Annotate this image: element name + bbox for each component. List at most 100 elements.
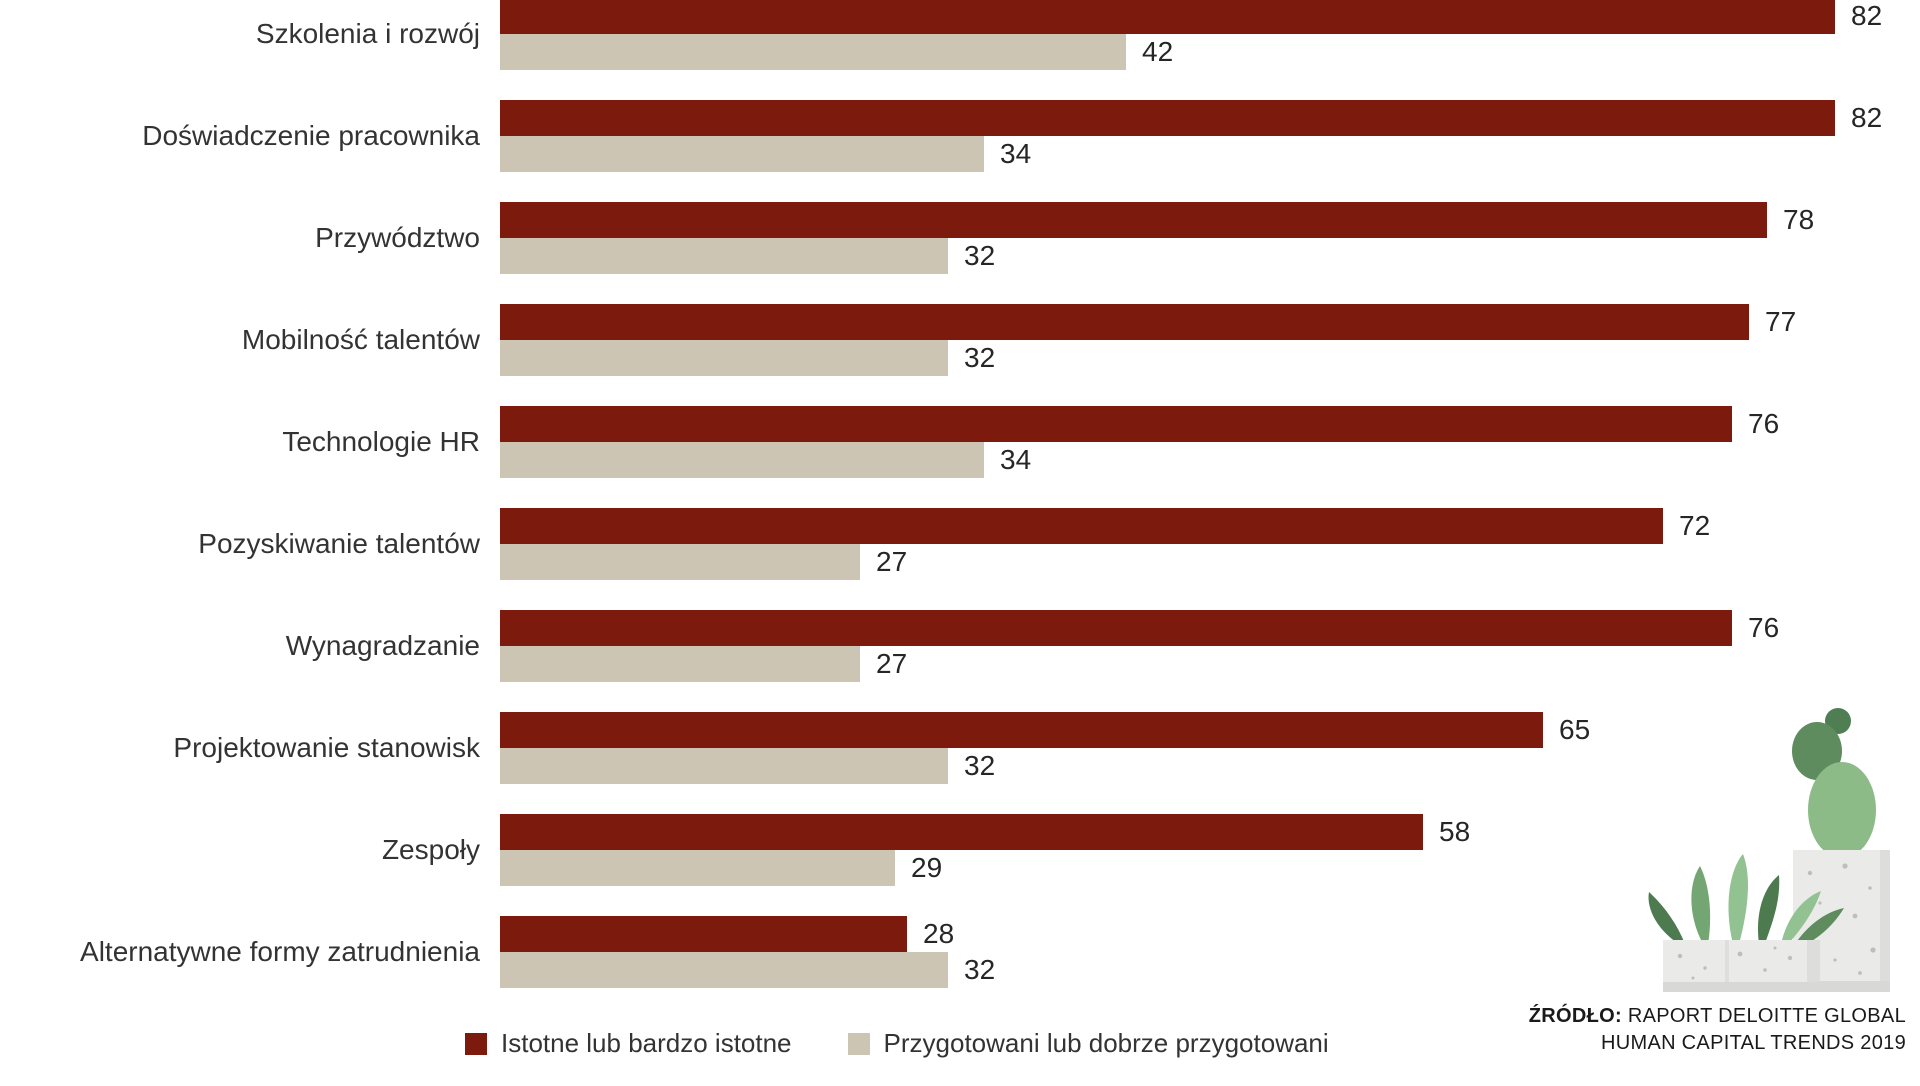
chart-row: Szkolenia i rozwój 82 42 bbox=[0, 0, 1920, 70]
bar-line-primary: 82 bbox=[500, 0, 1920, 34]
value-label: 34 bbox=[1000, 444, 1032, 475]
bar-line-secondary: 27 bbox=[500, 544, 1920, 580]
legend-item-secondary: Przygotowani lub dobrze przygotowani bbox=[847, 1028, 1329, 1059]
category-label: Doświadczenie pracownika bbox=[142, 120, 480, 151]
chart-row: Przywództwo 78 32 bbox=[0, 202, 1920, 274]
chart-row: Zespoły 58 29 bbox=[0, 814, 1920, 886]
source-text-1: RAPORT DELOITTE GLOBAL bbox=[1627, 1005, 1906, 1027]
chart-row: Doświadczenie pracownika 82 34 bbox=[0, 100, 1920, 172]
bar-secondary bbox=[500, 952, 948, 988]
value-label: 32 bbox=[964, 750, 996, 781]
bar-group: 28 32 bbox=[500, 916, 1920, 988]
value-label: 28 bbox=[923, 918, 955, 949]
chart-row: Mobilność talentów 77 32 bbox=[0, 304, 1920, 376]
bar-line-primary: 82 bbox=[500, 100, 1920, 136]
value-label: 29 bbox=[911, 852, 943, 883]
chart-row: Wynagradzanie 76 27 bbox=[0, 610, 1920, 682]
bar-secondary bbox=[500, 238, 948, 274]
chart-row: Pozyskiwanie talentów 72 27 bbox=[0, 508, 1920, 580]
bar-secondary bbox=[500, 442, 984, 478]
bar-primary bbox=[500, 814, 1423, 850]
bar-group: 65 32 bbox=[500, 712, 1920, 784]
bar-line-secondary: 32 bbox=[500, 238, 1920, 274]
bar-primary bbox=[500, 916, 907, 952]
value-label: 34 bbox=[1000, 138, 1032, 169]
bar-primary bbox=[500, 100, 1835, 136]
legend-item-primary: Istotne lub bardzo istotne bbox=[465, 1028, 792, 1059]
value-label: 58 bbox=[1439, 816, 1471, 847]
legend-label-secondary: Przygotowani lub dobrze przygotowani bbox=[883, 1028, 1329, 1058]
value-label: 32 bbox=[964, 342, 996, 373]
category-label: Szkolenia i rozwój bbox=[255, 18, 480, 49]
bar-line-secondary: 42 bbox=[500, 34, 1920, 70]
bar-primary bbox=[500, 406, 1732, 442]
bar-primary bbox=[500, 610, 1732, 646]
chart-row: Technologie HR 76 34 bbox=[0, 406, 1920, 478]
value-label: 72 bbox=[1679, 510, 1711, 541]
bar-line-secondary: 32 bbox=[500, 340, 1920, 376]
bar-line-secondary: 29 bbox=[500, 850, 1920, 886]
value-label: 76 bbox=[1748, 612, 1780, 643]
value-label: 42 bbox=[1142, 36, 1174, 67]
bar-secondary bbox=[500, 136, 984, 172]
bar-line-primary: 72 bbox=[500, 508, 1920, 544]
bar-line-secondary: 27 bbox=[500, 646, 1920, 682]
legend: Istotne lub bardzo istotne Przygotowani … bbox=[465, 1028, 1329, 1059]
bar-secondary bbox=[500, 748, 948, 784]
source-note: ŹRÓDŁO: RAPORT DELOITTE GLOBAL HUMAN CAP… bbox=[1529, 1003, 1906, 1057]
chart-rows: Szkolenia i rozwój 82 42 Doświadczenie prac… bbox=[0, 0, 1920, 988]
bar-secondary bbox=[500, 544, 860, 580]
bar-line-primary: 28 bbox=[500, 916, 1920, 952]
bar-group: 82 42 bbox=[500, 0, 1920, 70]
value-label: 32 bbox=[964, 240, 996, 271]
value-label: 76 bbox=[1748, 408, 1780, 439]
category-label: Pozyskiwanie talentów bbox=[198, 528, 480, 559]
bar-group: 77 32 bbox=[500, 304, 1920, 376]
bar-line-primary: 76 bbox=[500, 610, 1920, 646]
bar-group: 82 34 bbox=[500, 100, 1920, 172]
bar-primary bbox=[500, 508, 1663, 544]
chart-row: Alternatywne formy zatrudnienia 28 32 bbox=[0, 916, 1920, 988]
value-label: 65 bbox=[1559, 714, 1591, 745]
value-label: 82 bbox=[1851, 102, 1883, 133]
bar-primary bbox=[500, 0, 1835, 34]
category-label: Zespoły bbox=[381, 834, 480, 865]
bar-secondary bbox=[500, 34, 1126, 70]
value-label: 27 bbox=[876, 648, 908, 679]
category-label: Przywództwo bbox=[315, 222, 480, 253]
low-planter bbox=[1663, 940, 1820, 992]
category-label: Mobilność talentów bbox=[241, 324, 480, 355]
bar-line-secondary: 32 bbox=[500, 748, 1920, 784]
bar-primary bbox=[500, 202, 1767, 238]
value-label: 77 bbox=[1765, 306, 1797, 337]
category-label: Technologie HR bbox=[282, 426, 480, 457]
bar-line-primary: 77 bbox=[500, 304, 1920, 340]
bar-group: 78 32 bbox=[500, 202, 1920, 274]
bar-line-primary: 65 bbox=[500, 712, 1920, 748]
category-label: Alternatywne formy zatrudnienia bbox=[80, 936, 480, 967]
bar-primary bbox=[500, 712, 1543, 748]
legend-label-primary: Istotne lub bardzo istotne bbox=[501, 1028, 792, 1058]
value-label: 78 bbox=[1783, 204, 1815, 235]
legend-swatch-secondary-icon bbox=[847, 1032, 870, 1055]
bar-group: 72 27 bbox=[500, 508, 1920, 580]
value-label: 27 bbox=[876, 546, 908, 577]
value-label: 82 bbox=[1851, 0, 1883, 31]
source-label: ŹRÓDŁO: bbox=[1528, 1005, 1622, 1027]
chart-row: Projektowanie stanowisk 65 32 bbox=[0, 712, 1920, 784]
bar-line-primary: 76 bbox=[500, 406, 1920, 442]
source-line-1: ŹRÓDŁO: RAPORT DELOITTE GLOBAL bbox=[1529, 1003, 1906, 1030]
value-label: 32 bbox=[964, 954, 996, 985]
bar-line-primary: 58 bbox=[500, 814, 1920, 850]
legend-swatch-primary-icon bbox=[465, 1032, 487, 1055]
bar-group: 58 29 bbox=[500, 814, 1920, 886]
category-label: Wynagradzanie bbox=[285, 630, 480, 661]
bar-line-secondary: 34 bbox=[500, 136, 1920, 172]
category-label: Projektowanie stanowisk bbox=[173, 732, 480, 763]
bar-line-primary: 78 bbox=[500, 202, 1920, 238]
bar-group: 76 34 bbox=[500, 406, 1920, 478]
cactus-icon bbox=[1792, 708, 1876, 858]
bar-line-secondary: 34 bbox=[500, 442, 1920, 478]
bar-primary bbox=[500, 304, 1749, 340]
